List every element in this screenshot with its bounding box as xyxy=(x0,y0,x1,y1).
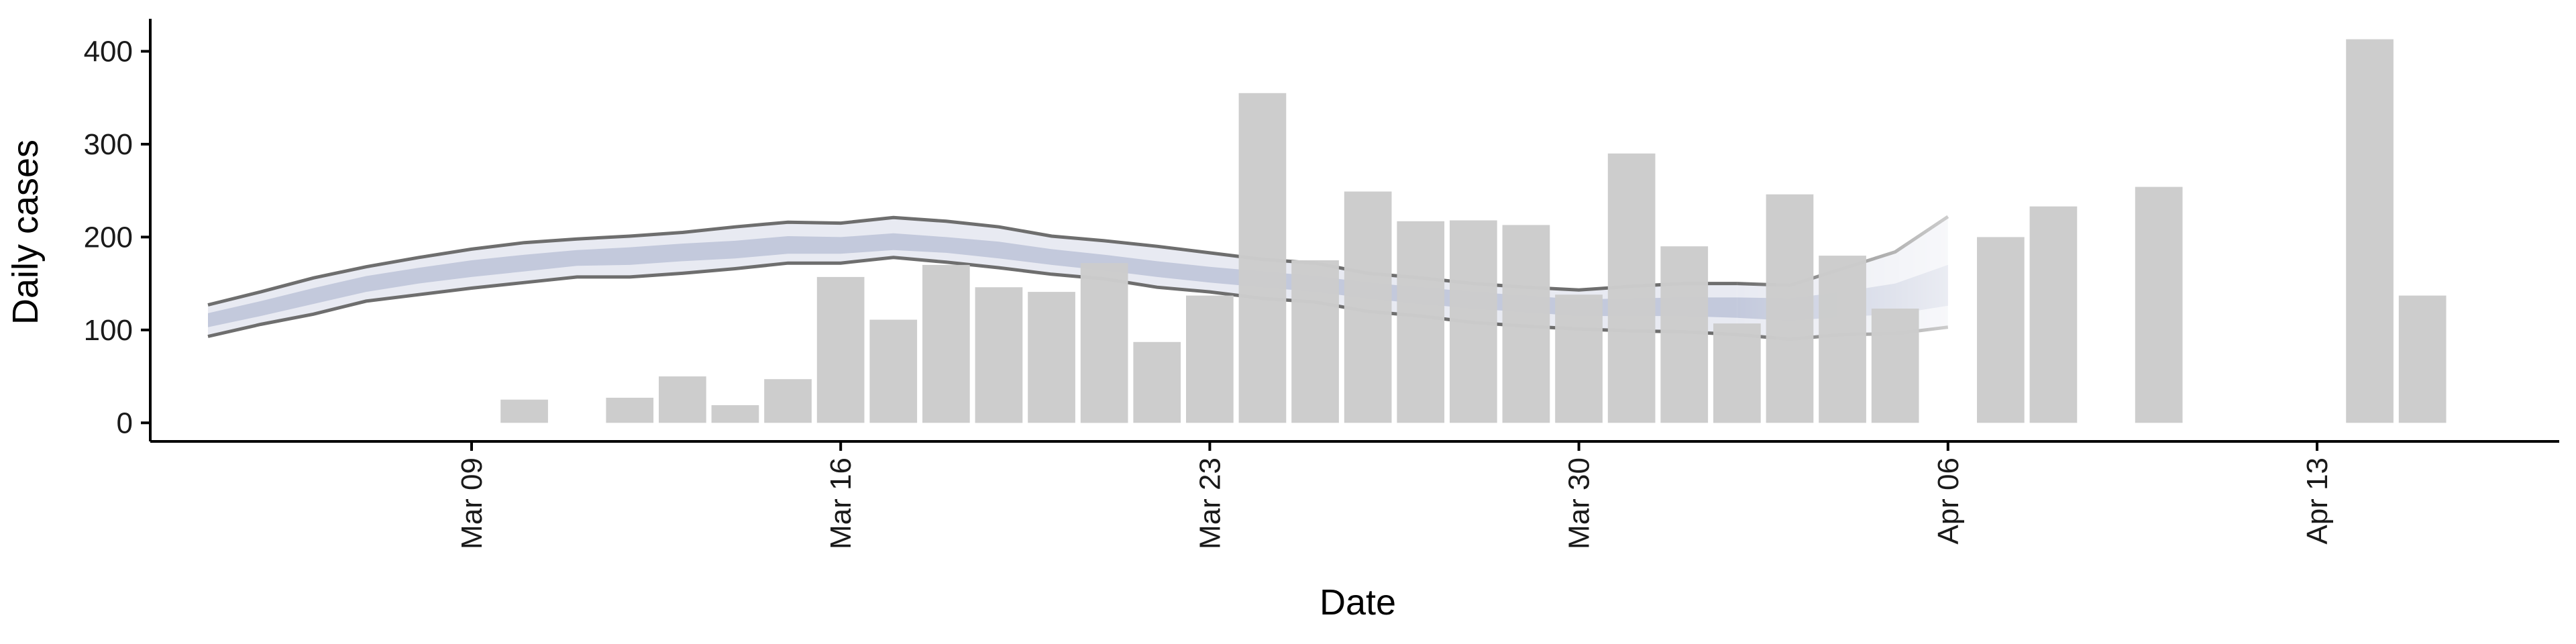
bar xyxy=(1450,220,1497,423)
bar xyxy=(975,287,1023,423)
bar xyxy=(816,276,865,423)
bar xyxy=(2029,206,2078,423)
x-tick-label: Apr 13 xyxy=(2301,458,2334,545)
x-tick-label: Mar 23 xyxy=(1193,458,1226,549)
bar xyxy=(1344,191,1392,423)
y-tick-label: 400 xyxy=(84,35,133,68)
lower-bound-line xyxy=(207,256,1949,341)
y-tick-label: 200 xyxy=(84,221,133,254)
bar xyxy=(500,399,548,423)
bar xyxy=(2398,295,2447,423)
bar xyxy=(1766,194,1814,423)
bar xyxy=(1871,309,1919,423)
upper-bound-line xyxy=(207,215,1949,307)
bar xyxy=(1555,294,1603,423)
axes: 0 100 200 300 400 Mar 09 Mar 16 Mar 23 Mar 30 Apr… xyxy=(84,19,2559,549)
bar xyxy=(922,264,970,423)
bar xyxy=(1397,221,1445,423)
bar xyxy=(1186,295,1234,423)
x-axis-title: Date xyxy=(1320,582,1396,623)
bar xyxy=(1028,292,1075,423)
bar xyxy=(659,376,706,423)
x-tick-label: Apr 06 xyxy=(1932,458,1965,545)
y-tick-label: 300 xyxy=(84,128,133,161)
bar xyxy=(1133,341,1181,423)
bar xyxy=(1660,246,1709,423)
bars-group xyxy=(500,39,2447,423)
bar xyxy=(1713,323,1761,423)
bar xyxy=(711,405,759,423)
x-tick-label: Mar 16 xyxy=(824,458,857,549)
bar xyxy=(1819,256,1866,423)
bar xyxy=(764,379,812,423)
bar xyxy=(2135,186,2183,423)
bar xyxy=(869,319,918,423)
bar xyxy=(1291,260,1339,423)
x-tick-label: Mar 09 xyxy=(455,458,488,549)
bar xyxy=(1080,263,1128,423)
y-tick-label: 0 xyxy=(117,407,133,439)
x-tick-label: Mar 30 xyxy=(1563,458,1596,549)
bar xyxy=(1607,153,1656,423)
bar xyxy=(1977,237,2025,423)
y-tick-label: 100 xyxy=(84,314,133,347)
bar xyxy=(606,397,654,423)
y-axis-title: Daily cases xyxy=(5,140,46,325)
bar xyxy=(1502,225,1550,423)
bar xyxy=(1238,93,1287,423)
bar xyxy=(2346,39,2394,423)
